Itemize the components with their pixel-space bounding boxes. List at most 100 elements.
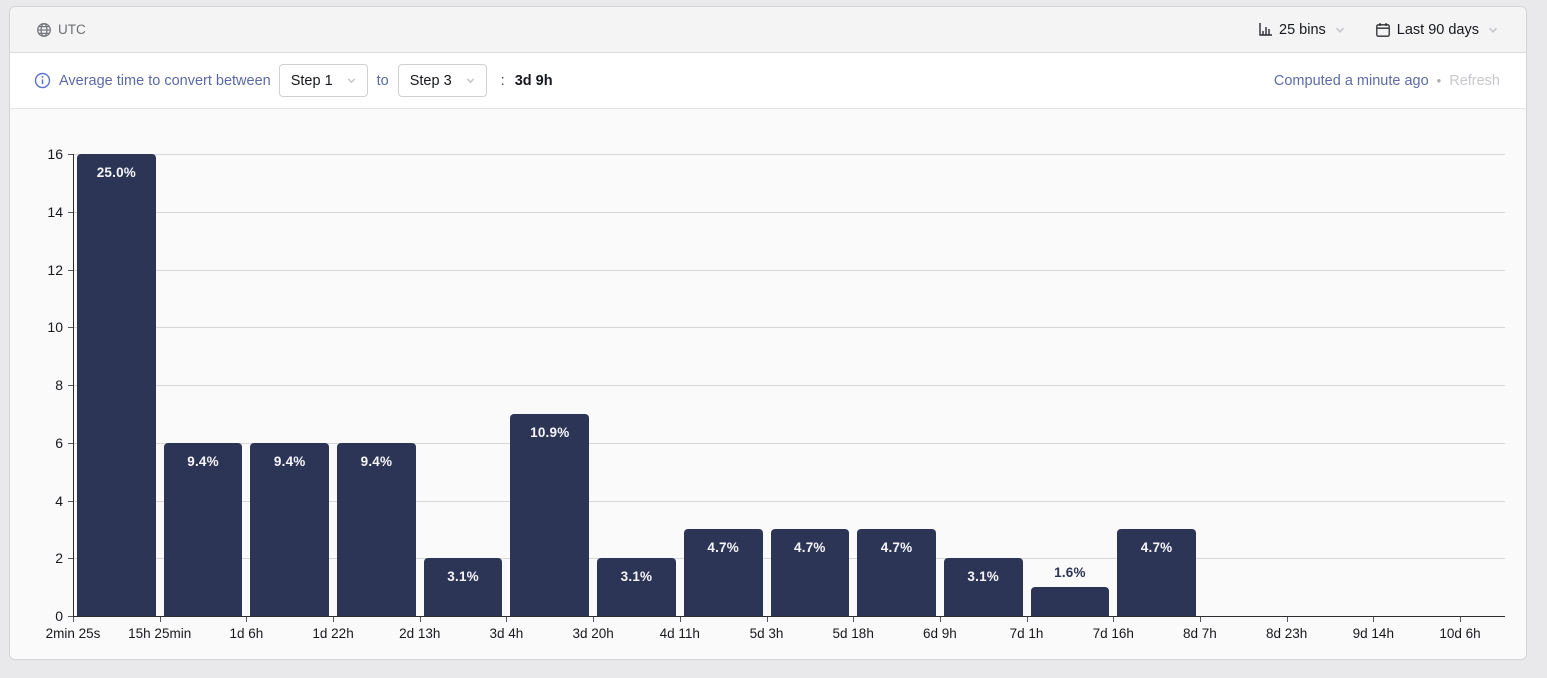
histogram-bar[interactable] — [597, 558, 676, 616]
gridline — [73, 154, 1505, 155]
chevron-down-icon — [345, 74, 358, 87]
bar-percentage-label: 9.4% — [273, 453, 306, 469]
date-range-dropdown[interactable]: Last 90 days — [1375, 22, 1500, 38]
x-axis-tick — [73, 617, 74, 622]
x-axis-tick — [939, 617, 941, 622]
chart-toolbar: UTC 25 bins — [10, 7, 1526, 53]
y-axis-tick — [68, 558, 73, 560]
x-axis-tick — [1286, 617, 1288, 622]
gridline — [73, 442, 1505, 444]
bar-percentage-label: 3.1% — [447, 569, 479, 585]
dot-separator: • — [1436, 73, 1442, 88]
bar-percentage-label: 4.7% — [880, 540, 913, 556]
y-axis-line — [73, 154, 74, 616]
bar-percentage-label: 1.6% — [1054, 565, 1086, 581]
x-axis-tick — [333, 617, 335, 622]
x-axis-label: 7d 1h — [1009, 626, 1044, 641]
x-axis-label: 5d 3h — [749, 626, 784, 641]
colon-separator: : — [500, 72, 505, 89]
from-step-value: Step 1 — [290, 72, 333, 89]
histogram-bar[interactable] — [77, 154, 156, 616]
x-axis-label: 8d 23h — [1265, 626, 1308, 641]
refresh-button[interactable]: Refresh — [1449, 72, 1500, 89]
histogram-bar[interactable] — [770, 529, 850, 616]
bar-percentage-label: 9.4% — [360, 453, 393, 469]
bar-percentage-label: 4.7% — [794, 540, 826, 556]
x-axis-label: 2min 25s — [45, 626, 101, 641]
x-axis-tick — [766, 617, 768, 622]
histogram-bar[interactable] — [510, 413, 590, 616]
average-time-summary: Average time to convert between Step 1 t… — [34, 64, 553, 97]
x-axis-tick — [1373, 617, 1375, 622]
histogram-bar[interactable] — [857, 529, 936, 616]
from-step-select[interactable]: Step 1 — [278, 64, 368, 97]
histogram-bar[interactable] — [1030, 587, 1110, 616]
calendar-icon — [1375, 22, 1391, 38]
bins-dropdown[interactable]: 25 bins — [1258, 22, 1347, 38]
to-step-value: Step 3 — [409, 72, 452, 89]
histogram-bar[interactable] — [943, 558, 1023, 616]
y-axis-tick — [68, 327, 73, 329]
x-axis-label: 2d 13h — [399, 626, 441, 641]
bar-percentage-label: 3.1% — [967, 569, 999, 585]
y-axis-label: 16 — [47, 146, 63, 162]
x-axis-tick — [1026, 617, 1028, 622]
computed-status: Computed a minute ago • Refresh — [1274, 73, 1500, 89]
chevron-down-icon — [464, 74, 477, 87]
y-axis-label: 4 — [55, 492, 63, 509]
x-axis-tick — [1460, 617, 1461, 622]
gridline — [73, 269, 1505, 271]
to-text: to — [376, 72, 389, 89]
histogram-icon — [1258, 22, 1273, 37]
histogram-bar[interactable] — [250, 442, 330, 616]
insight-card: UTC 25 bins — [9, 6, 1527, 660]
x-axis-label: 3d 20h — [572, 626, 614, 641]
bar-percentage-label: 25.0% — [96, 165, 136, 180]
y-axis-tick — [68, 269, 73, 271]
to-step-select[interactable]: Step 3 — [397, 64, 487, 97]
time-to-convert-histogram: 0 2 4 6 8 10 12 14 16 2min 25s 15h 25min 1d 6h 1d 22… — [10, 109, 1526, 658]
gridline — [73, 211, 1505, 213]
x-axis-label: 1d 6h — [229, 626, 264, 641]
x-axis-tick — [419, 617, 421, 622]
bins-label: 25 bins — [1279, 21, 1326, 38]
computed-text: Computed a minute ago — [1273, 72, 1429, 89]
y-axis-label: 6 — [55, 434, 63, 451]
globe-icon — [36, 22, 52, 38]
histogram-bar[interactable] — [1117, 529, 1196, 616]
gridline — [73, 327, 1505, 329]
bar-percentage-label: 4.7% — [1140, 540, 1173, 556]
timezone-indicator[interactable]: UTC — [36, 22, 86, 38]
chevron-down-icon — [1486, 23, 1500, 37]
info-icon[interactable] — [34, 72, 51, 89]
histogram-bar[interactable] — [163, 442, 243, 616]
y-axis-tick — [68, 616, 73, 617]
y-axis-tick — [68, 500, 73, 502]
histogram-bar[interactable] — [683, 529, 763, 616]
gridline — [73, 385, 1505, 386]
y-axis-tick — [68, 154, 73, 155]
date-range-label: Last 90 days — [1396, 21, 1479, 38]
y-axis-tick — [68, 442, 73, 444]
bar-percentage-label: 10.9% — [530, 424, 570, 440]
x-axis-tick — [853, 617, 855, 622]
x-axis-tick — [1199, 617, 1201, 622]
x-axis-line — [73, 616, 1505, 617]
y-axis-label: 0 — [55, 608, 63, 624]
bar-percentage-label: 4.7% — [707, 540, 739, 556]
x-axis-label: 7d 16h — [1092, 626, 1134, 641]
x-axis-label: 1d 22h — [312, 626, 354, 641]
x-axis-label: 8d 7h — [1183, 626, 1217, 641]
x-axis-label: 4d 11h — [659, 626, 700, 641]
timezone-label: UTC — [58, 22, 86, 37]
gridline — [73, 500, 1505, 502]
average-time-value: 3d 9h — [514, 72, 553, 89]
histogram-bar[interactable] — [337, 442, 416, 616]
x-axis-label: 15h 25min — [128, 626, 192, 641]
x-axis-tick — [1113, 617, 1115, 622]
toolbar-right: 25 bins Last 90 days — [1258, 22, 1500, 38]
histogram-bar[interactable] — [423, 558, 503, 616]
average-time-description: Average time to convert between — [59, 72, 271, 89]
x-axis-tick — [506, 617, 508, 622]
y-axis-label: 2 — [55, 550, 63, 567]
